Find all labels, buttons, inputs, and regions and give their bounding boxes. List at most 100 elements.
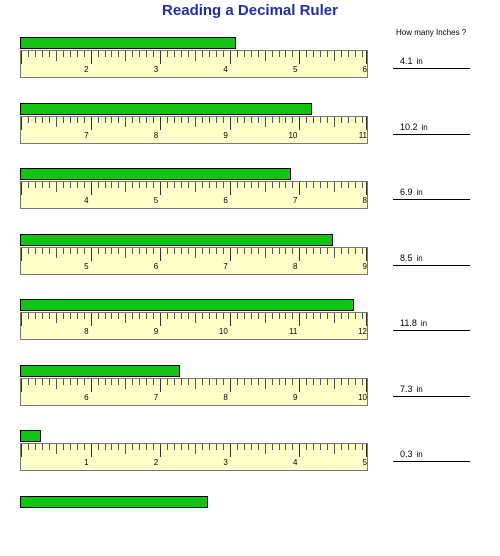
ruler-tick	[146, 247, 148, 254]
ruler-tick	[201, 116, 203, 123]
answer-number: 7.3	[400, 383, 413, 394]
ruler-tick	[55, 313, 57, 323]
ruler-number: 9	[292, 392, 298, 402]
ruler-tick	[139, 182, 141, 188]
ruler-tick	[215, 313, 217, 319]
ruler-tick	[355, 182, 357, 188]
ruler-tick	[62, 182, 64, 188]
ruler-tick	[111, 51, 113, 57]
ruler-tick	[34, 313, 36, 319]
ruler-tick	[334, 444, 336, 454]
ruler-tick	[153, 247, 155, 254]
ruler-tick	[132, 313, 134, 319]
ruler-tick	[48, 247, 50, 254]
ruler-tick	[320, 51, 322, 57]
ruler-tick	[132, 51, 134, 57]
ruler-tick	[327, 116, 329, 123]
ruler-number: 2	[84, 65, 89, 74]
ruler-tick	[250, 313, 252, 319]
ruler-tick	[90, 378, 92, 392]
ruler-tick	[362, 313, 364, 319]
ruler-tick	[313, 378, 315, 385]
ruler-tick	[292, 313, 294, 319]
ruler-tick	[62, 247, 64, 254]
ruler-tick	[139, 444, 141, 450]
ruler-tick	[160, 444, 162, 457]
ruler-tick	[334, 247, 336, 258]
answer-field[interactable]: 8.5 in	[393, 251, 470, 266]
ruler-tick	[118, 247, 120, 254]
ruler-tick	[362, 247, 364, 254]
ruler-tick	[41, 313, 43, 319]
ruler-tick	[27, 116, 29, 123]
ruler-tick	[229, 378, 231, 392]
answer-field[interactable]: 4.1 in	[393, 54, 470, 69]
ruler-tick	[362, 116, 364, 123]
ruler-tick	[243, 51, 245, 57]
ruler-tick	[278, 247, 280, 254]
ruler-tick	[306, 247, 308, 254]
ruler-tick	[366, 247, 367, 261]
ruler-tick	[299, 247, 301, 261]
ruler-tick	[118, 378, 120, 385]
answer-field[interactable]: 10.2 in	[393, 120, 470, 135]
ruler-tick	[271, 116, 273, 123]
ruler-tick	[313, 247, 315, 254]
ruler-tick	[292, 247, 294, 254]
ruler-tick	[69, 378, 71, 385]
ruler-tick	[236, 313, 238, 319]
ruler-tick	[320, 378, 322, 385]
ruler-tick	[271, 378, 273, 385]
ruler-tick	[362, 182, 364, 188]
ruler-tick	[250, 182, 252, 188]
ruler-tick	[208, 378, 210, 385]
ruler-tick	[215, 247, 217, 254]
ruler-tick	[222, 51, 224, 57]
answer-unit: in	[421, 122, 428, 132]
ruler-tick	[229, 51, 231, 64]
ruler-tick	[118, 116, 120, 123]
answer-field[interactable]: 7.3 in	[393, 382, 470, 397]
ruler: 1 2 3 4 5	[20, 443, 368, 471]
ruler-tick	[306, 51, 308, 57]
answer-field[interactable]: 6.9 in	[393, 185, 470, 200]
ruler-tick	[362, 51, 364, 57]
ruler-tick	[153, 182, 155, 188]
ruler-tick	[125, 51, 127, 61]
ruler-tick	[90, 51, 92, 64]
ruler-tick	[174, 51, 176, 57]
ruler-tick	[21, 182, 22, 195]
ruler-tick	[62, 378, 64, 385]
ruler-tick	[55, 247, 57, 258]
ruler-tick	[153, 378, 155, 385]
ruler-tick	[83, 182, 85, 188]
answer-field[interactable]: 11.8 in	[393, 316, 470, 331]
ruler-tick	[341, 116, 343, 123]
ruler-tick	[362, 378, 364, 385]
ruler-tick	[27, 182, 29, 188]
problem-row: 7 8 9 10 11 10.2 in	[0, 102, 500, 163]
ruler-tick	[341, 378, 343, 385]
ruler-tick	[355, 247, 357, 254]
ruler-tick	[41, 116, 43, 123]
ruler-tick	[118, 182, 120, 188]
ruler-number: 3	[153, 65, 159, 74]
ruler-number: 6	[153, 261, 159, 271]
ruler-number: 12	[358, 327, 367, 336]
answer-field[interactable]: 0.3 in	[393, 447, 470, 462]
ruler-tick	[257, 378, 259, 385]
ruler-tick	[125, 247, 127, 258]
ruler-tick	[271, 444, 273, 450]
ruler-tick	[34, 116, 36, 123]
ruler-tick	[229, 313, 231, 326]
answer-number: 11.8	[400, 318, 417, 328]
measure-bar	[20, 37, 236, 49]
ruler-tick	[292, 182, 294, 188]
ruler-tick	[174, 378, 176, 385]
ruler-tick	[299, 51, 301, 64]
ruler-tick	[278, 378, 280, 385]
ruler-tick	[215, 116, 217, 123]
ruler-tick	[236, 444, 238, 450]
ruler-tick	[264, 182, 266, 192]
ruler-tick	[271, 247, 273, 254]
